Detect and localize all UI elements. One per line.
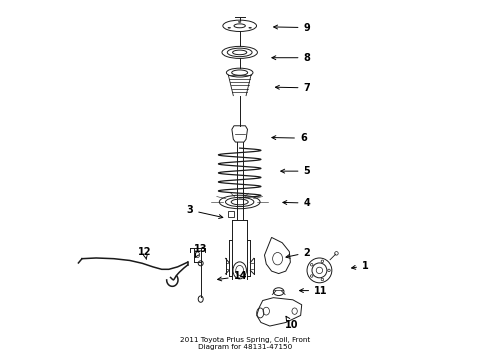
Text: 14: 14 [218, 271, 247, 282]
Text: 6: 6 [272, 133, 307, 143]
Text: 5: 5 [281, 166, 310, 176]
Bar [228, 211, 234, 216]
Text: 8: 8 [272, 53, 310, 63]
Text: 12: 12 [138, 247, 151, 260]
Text: 10: 10 [285, 316, 298, 330]
Text: 3: 3 [187, 205, 223, 219]
Text: 9: 9 [274, 23, 310, 33]
Text: 4: 4 [283, 198, 310, 208]
Text: 2: 2 [286, 248, 310, 258]
Text: 7: 7 [275, 83, 310, 93]
Text: 2011 Toyota Prius Spring, Coil, Front
Diagram for 48131-47150: 2011 Toyota Prius Spring, Coil, Front Di… [180, 337, 310, 350]
Text: 1: 1 [352, 261, 368, 271]
Text: 13: 13 [194, 244, 207, 257]
Text: 11: 11 [299, 285, 328, 296]
